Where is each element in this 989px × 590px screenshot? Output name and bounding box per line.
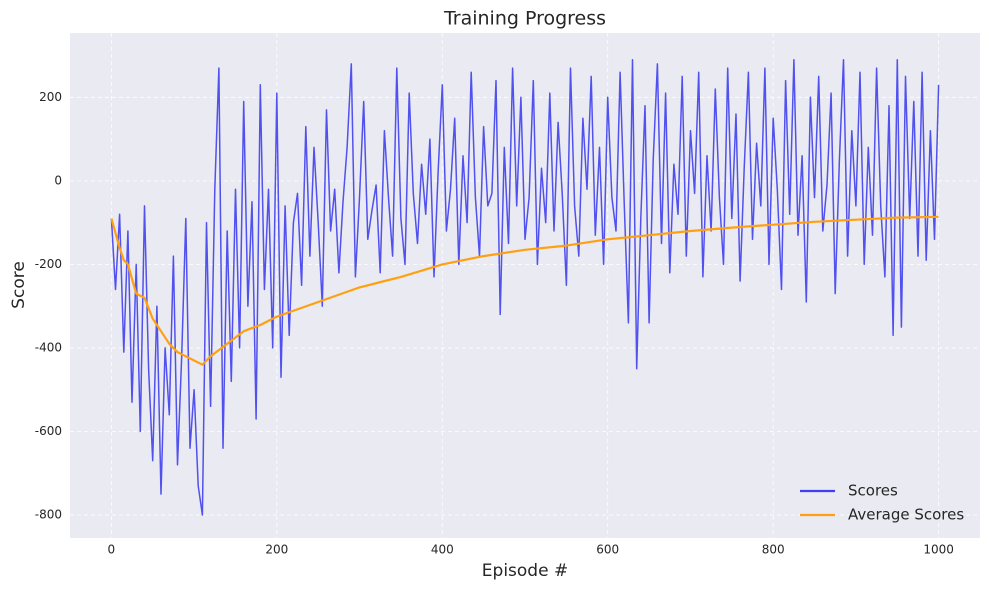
y-tick-label: -200 <box>35 257 62 271</box>
x-tick-label: 200 <box>265 543 288 557</box>
x-axis-label: Episode # <box>482 561 568 581</box>
plot-area <box>70 33 980 538</box>
x-tick-label: 800 <box>762 543 785 557</box>
series-line <box>110 58 940 516</box>
y-tick-label: -600 <box>35 424 62 438</box>
x-tick-label: 0 <box>108 543 116 557</box>
y-tick-label: -400 <box>35 340 62 354</box>
legend-label: Scores <box>848 482 898 500</box>
y-tick-label: 0 <box>54 173 62 187</box>
x-tick-label: 600 <box>596 543 619 557</box>
x-tick-label: 1000 <box>923 543 954 557</box>
y-axis-label: Score <box>9 261 29 309</box>
y-tick-label: -800 <box>35 508 62 522</box>
chart-title: Training Progress <box>443 8 606 30</box>
series-line <box>110 215 939 366</box>
legend-label: Average Scores <box>848 506 964 524</box>
x-tick-label: 400 <box>431 543 454 557</box>
y-tick-label: 200 <box>39 90 62 104</box>
